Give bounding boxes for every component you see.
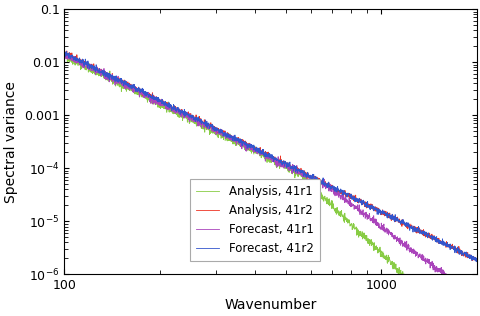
Analysis, 41r1 <box>62 52 68 55</box>
Analysis, 41r1 <box>157 107 163 111</box>
Y-axis label: Spectral variance: Spectral variance <box>4 81 18 203</box>
Forecast, 41r2 <box>154 99 160 103</box>
Forecast, 41r1 <box>225 135 230 139</box>
Forecast, 41r1 <box>82 64 87 68</box>
Forecast, 41r2 <box>362 202 368 206</box>
Forecast, 41r2 <box>473 258 479 261</box>
Analysis, 41r1 <box>362 237 368 240</box>
Analysis, 41r2 <box>120 81 126 84</box>
Legend: Analysis, 41r1, Analysis, 41r2, Forecast, 41r1, Forecast, 41r2: Analysis, 41r1, Analysis, 41r2, Forecast… <box>190 179 319 261</box>
Forecast, 41r2 <box>472 260 478 264</box>
Forecast, 41r1 <box>63 52 69 56</box>
Analysis, 41r1 <box>61 53 67 57</box>
Forecast, 41r2 <box>120 81 126 84</box>
Analysis, 41r1 <box>120 87 126 91</box>
Forecast, 41r1 <box>61 55 67 59</box>
Forecast, 41r1 <box>471 299 477 303</box>
Forecast, 41r2 <box>225 135 230 139</box>
Analysis, 41r2 <box>154 97 160 100</box>
X-axis label: Wavenumber: Wavenumber <box>224 298 316 312</box>
Forecast, 41r2 <box>157 99 163 103</box>
Analysis, 41r2 <box>362 203 368 207</box>
Forecast, 41r1 <box>473 296 479 300</box>
Forecast, 41r1 <box>154 99 160 102</box>
Line: Forecast, 41r2: Forecast, 41r2 <box>64 51 476 262</box>
Analysis, 41r1 <box>225 138 230 142</box>
Analysis, 41r2 <box>82 59 87 63</box>
Forecast, 41r2 <box>61 51 67 55</box>
Analysis, 41r2 <box>64 49 70 53</box>
Forecast, 41r2 <box>63 49 69 53</box>
Analysis, 41r2 <box>225 134 230 138</box>
Forecast, 41r2 <box>82 61 87 64</box>
Analysis, 41r2 <box>473 259 479 263</box>
Analysis, 41r1 <box>82 66 87 70</box>
Forecast, 41r1 <box>157 102 163 106</box>
Forecast, 41r1 <box>362 215 368 219</box>
Line: Forecast, 41r1: Forecast, 41r1 <box>64 54 476 301</box>
Analysis, 41r1 <box>154 99 160 102</box>
Line: Analysis, 41r2: Analysis, 41r2 <box>64 51 476 261</box>
Forecast, 41r1 <box>120 83 126 87</box>
Analysis, 41r2 <box>157 99 163 102</box>
Analysis, 41r2 <box>61 50 67 54</box>
Line: Analysis, 41r1: Analysis, 41r1 <box>64 53 476 316</box>
